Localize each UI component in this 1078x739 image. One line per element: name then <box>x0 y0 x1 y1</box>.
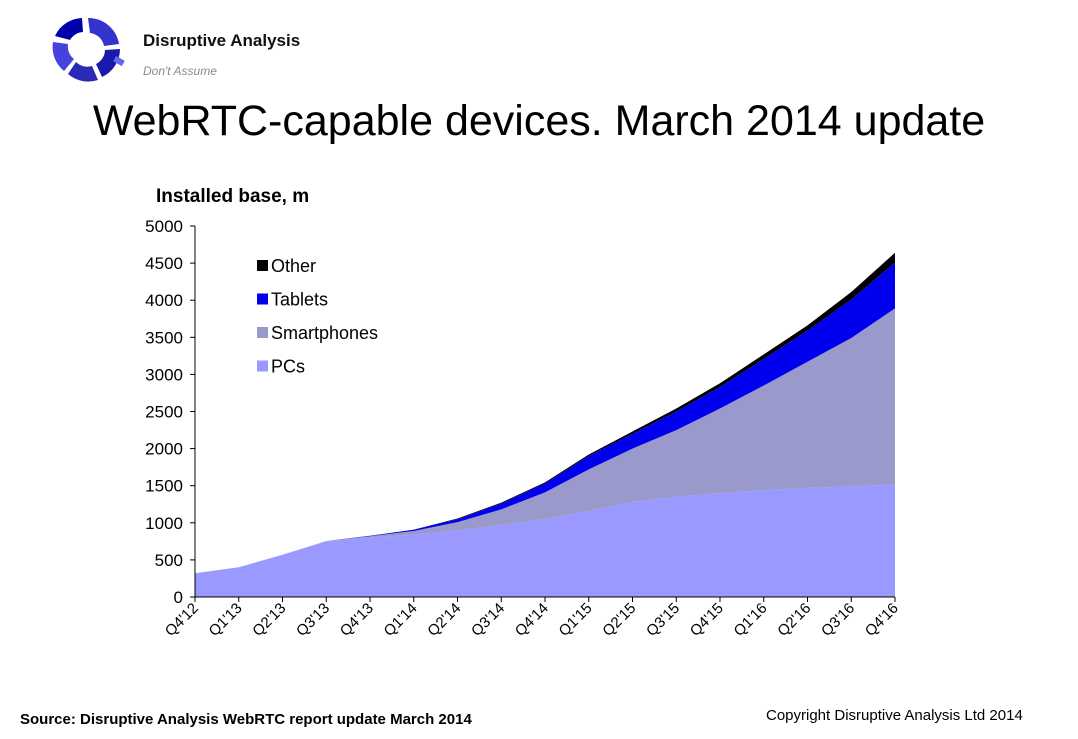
legend-label: PCs <box>271 357 305 377</box>
y-tick-label: 1000 <box>145 514 183 533</box>
y-tick-label: 5000 <box>145 217 183 236</box>
x-tick-label: Q2'14 <box>424 600 464 640</box>
x-tick-label: Q1'15 <box>556 600 596 640</box>
y-tick-label: 2000 <box>145 440 183 459</box>
x-tick-label: Q2'15 <box>599 600 639 640</box>
legend-label: Other <box>271 256 316 276</box>
x-tick-label: Q3'13 <box>293 600 333 640</box>
legend-swatch <box>257 327 268 338</box>
y-tick-label: 4500 <box>145 254 183 273</box>
legend-swatch <box>257 293 268 305</box>
x-tick-label: Q3'15 <box>643 600 683 640</box>
y-tick-label: 3500 <box>145 328 183 347</box>
y-tick-label: 3000 <box>145 365 183 384</box>
legend-label: Tablets <box>271 290 328 310</box>
y-tick-label: 500 <box>155 551 183 570</box>
x-tick-label: Q2'16 <box>774 600 814 640</box>
y-tick-label: 1500 <box>145 477 183 496</box>
x-tick-label: Q1'14 <box>381 600 421 640</box>
y-tick-label: 0 <box>174 588 183 607</box>
x-tick-label: Q4'14 <box>512 600 552 640</box>
legend-swatch <box>257 360 268 372</box>
y-tick-label: 2500 <box>145 403 183 422</box>
x-tick-label: Q2'13 <box>249 600 289 640</box>
brand-tagline: Don't Assume <box>143 64 217 78</box>
x-tick-label: Q3'16 <box>818 600 858 640</box>
x-tick-label: Q4'15 <box>687 600 727 640</box>
x-tick-label: Q1'16 <box>731 600 771 640</box>
series-area-smartphones <box>195 308 895 574</box>
brand-name: Disruptive Analysis <box>143 31 301 50</box>
y-tick-label: 4000 <box>145 291 183 310</box>
legend-swatch <box>257 260 268 271</box>
source-note: Source: Disruptive Analysis WebRTC repor… <box>20 711 472 728</box>
slide-title: WebRTC-capable devices. March 2014 updat… <box>92 97 986 145</box>
brand-logo-icon <box>52 17 125 82</box>
copyright-note: Copyright Disruptive Analysis Ltd 2014 <box>766 707 1023 724</box>
x-tick-label: Q4'13 <box>337 600 377 640</box>
legend-label: Smartphones <box>271 323 378 343</box>
x-tick-label: Q4'16 <box>862 600 902 640</box>
x-tick-label: Q1'13 <box>206 600 246 640</box>
x-tick-label: Q3'14 <box>468 600 508 640</box>
y-axis-label: Installed base, m <box>156 186 310 207</box>
series-area-pcs <box>195 484 895 597</box>
